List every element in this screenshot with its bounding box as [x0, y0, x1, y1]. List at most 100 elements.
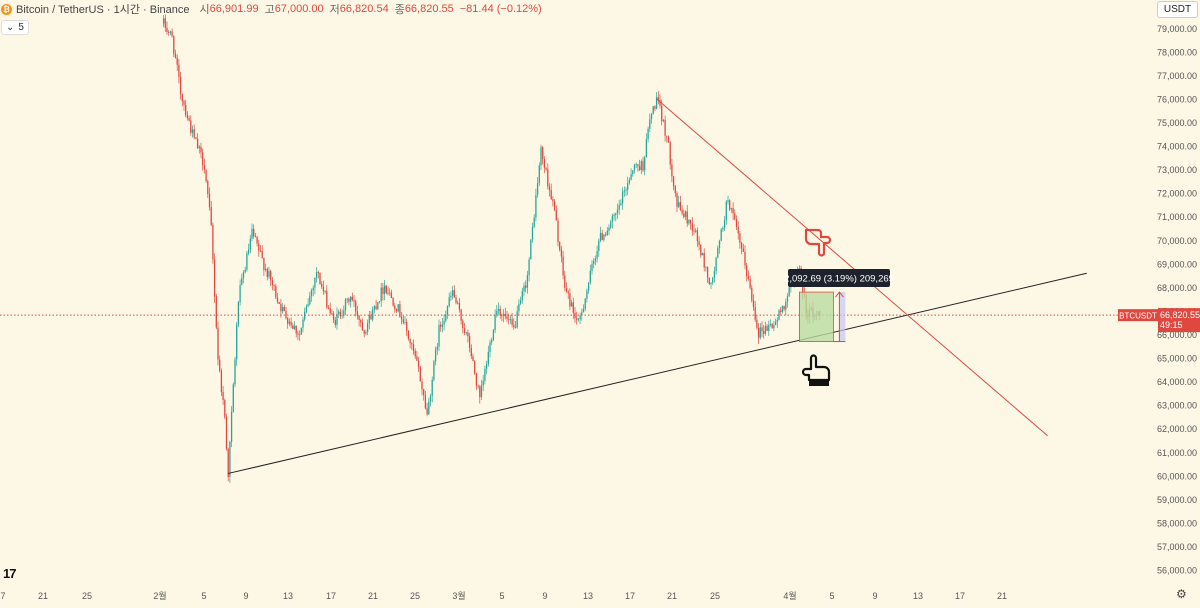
candle-body [213, 259, 216, 297]
candle-body [650, 114, 653, 120]
candle-body [183, 101, 185, 105]
candle-body [703, 253, 705, 268]
candle-body [560, 249, 563, 257]
candle-body [591, 264, 593, 271]
candle-body [501, 315, 503, 317]
candle-body [523, 285, 525, 292]
candle-body [785, 301, 787, 310]
candle-body [208, 194, 211, 208]
candle-body [662, 119, 665, 122]
candle-body [768, 324, 770, 331]
candle-body [394, 305, 396, 310]
price-tick-label: 69,000.00 [1157, 259, 1197, 269]
candle-body [448, 297, 450, 307]
candle-body [215, 296, 217, 328]
candle-body [628, 179, 631, 184]
candle-body [314, 277, 316, 288]
candle-body [431, 379, 433, 396]
candle-body [400, 316, 403, 320]
candle-body [317, 272, 319, 273]
candle-body [491, 339, 493, 343]
candle-body [696, 230, 699, 242]
candle-body [407, 330, 410, 339]
interval-toggle-button[interactable]: ⌄ 5 [1, 20, 29, 35]
candle-body [761, 327, 763, 332]
measure-box [799, 291, 834, 342]
candle-body [771, 323, 773, 329]
price-tick-label: 63,000.00 [1157, 401, 1197, 411]
candle-body [261, 251, 263, 258]
candle-body [525, 285, 527, 288]
candle-body [355, 301, 357, 312]
currency-button[interactable]: USDT [1157, 1, 1198, 18]
candle-body [594, 258, 597, 262]
candle-body [627, 183, 629, 190]
price-tick-label: 60,000.00 [1157, 471, 1197, 481]
candle-body [722, 228, 724, 230]
candle-body [322, 286, 325, 292]
candle-body [348, 298, 350, 302]
price-tick-label: 61,000.00 [1157, 448, 1197, 458]
candle-body [729, 200, 731, 210]
price-axis: 56,000.00 57,000.00 58,000.00 59,000.00 60,0… [1157, 24, 1197, 576]
candle-body [256, 236, 258, 244]
candle-body [232, 384, 234, 412]
candle-body [666, 135, 668, 137]
candle-body [632, 170, 634, 175]
candle-body [633, 164, 636, 171]
candle-body [621, 191, 624, 204]
bitcoin-icon: ₿ [1, 3, 12, 15]
pointing-down-hand-icon [804, 228, 832, 257]
candle-body [329, 307, 331, 314]
measure-tooltip-text: 2,092.69 (3.19%) 209,269 [784, 274, 894, 285]
candle-body [776, 319, 778, 323]
candle-body [307, 304, 309, 307]
candle-body [769, 323, 772, 325]
candle-body [492, 330, 495, 340]
candle-body [538, 165, 540, 184]
candle-body [535, 195, 537, 218]
candle-body [657, 97, 659, 101]
candle-body [679, 202, 682, 210]
candle-body [725, 201, 727, 221]
candle-body [389, 292, 391, 294]
candle-body [242, 272, 245, 278]
symbol-title[interactable]: Bitcoin / TetherUS · 1시간 · Binance [16, 4, 190, 16]
price-tick-label: 56,000.00 [1157, 566, 1197, 576]
candle-body [339, 311, 342, 317]
candle-body [567, 291, 569, 294]
candle-body [695, 230, 697, 232]
candle-body [312, 287, 314, 291]
candle-body [604, 234, 607, 236]
candle-body [640, 161, 642, 171]
candle-body [412, 344, 415, 351]
candle-body [710, 282, 712, 284]
candle-body [237, 302, 240, 325]
candle-body [526, 275, 529, 288]
candle-body [774, 322, 777, 326]
tradingview-logo[interactable]: 17 [3, 566, 17, 581]
candle-body [798, 268, 801, 269]
candle-body [253, 228, 255, 237]
candle-body [193, 129, 195, 138]
candle-body [706, 266, 709, 278]
candle-body [477, 385, 479, 387]
candle-body [712, 277, 714, 283]
measure-range-band [839, 292, 846, 342]
measure-tooltip: 2,092.69 (3.19%) 209,269 [784, 269, 894, 287]
candle-body [655, 97, 658, 109]
price-tag-value: 66,820.55 [1160, 310, 1200, 320]
candle-body [565, 287, 568, 292]
candle-body [557, 220, 559, 242]
candle-body [713, 271, 716, 278]
gear-icon[interactable]: ⚙ [1176, 587, 1187, 601]
price-tick-label: 75,000.00 [1157, 118, 1197, 128]
candle-body [443, 320, 445, 325]
candle-body [402, 319, 404, 323]
candle-body [681, 209, 683, 214]
candle-body [344, 299, 347, 311]
candle-body [497, 308, 500, 311]
candle-body [338, 311, 340, 314]
